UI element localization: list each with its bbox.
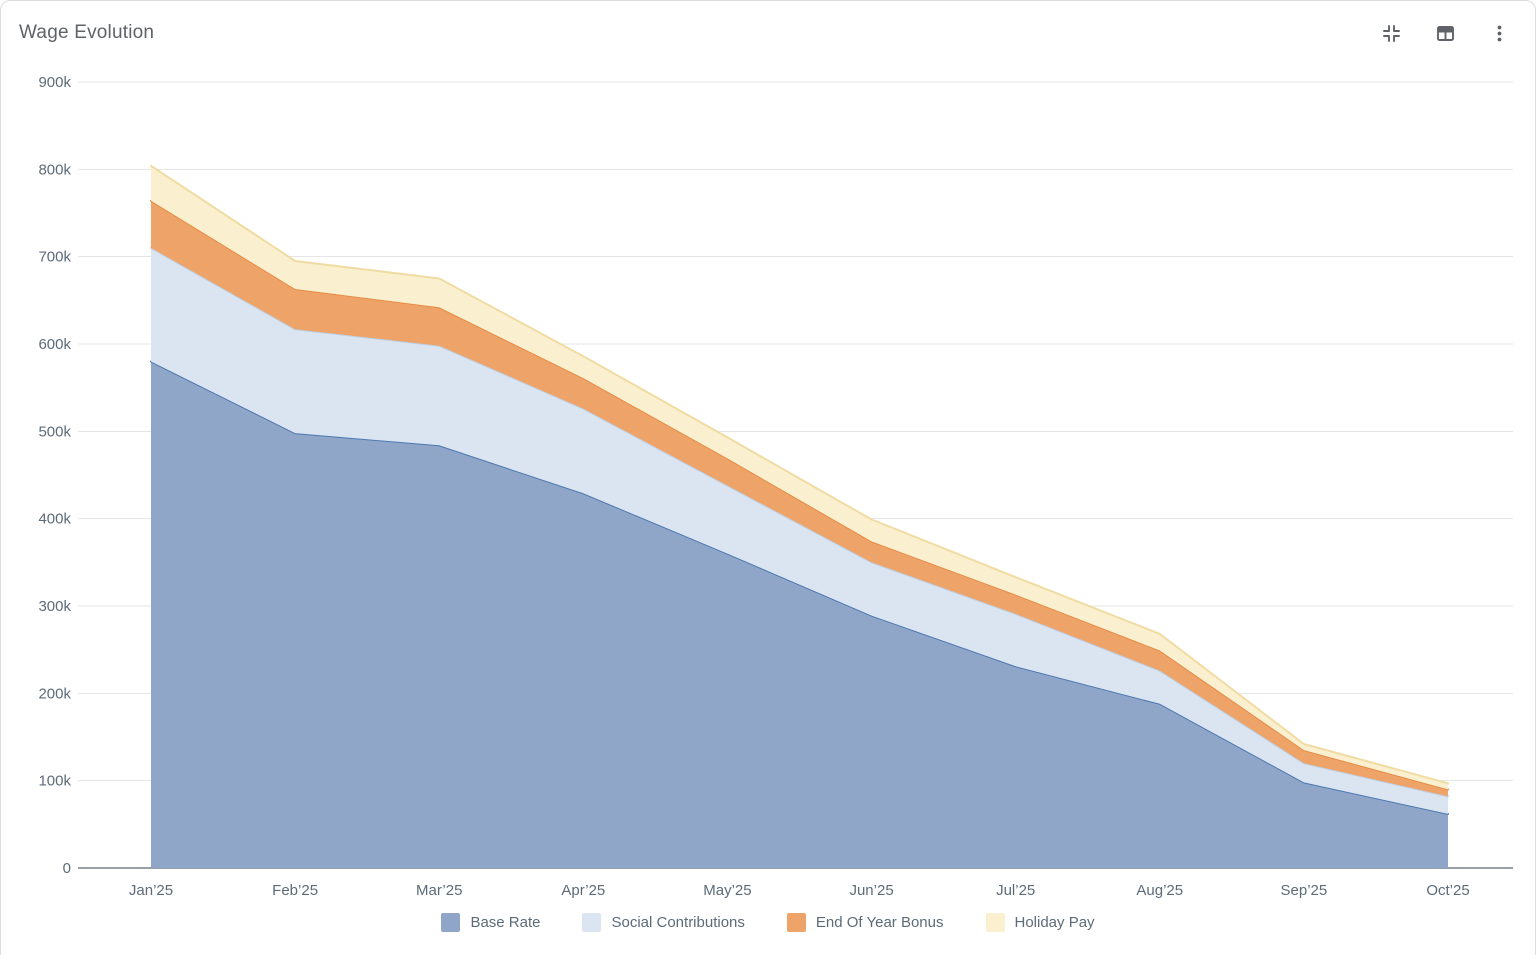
legend-swatch-social-contributions: [582, 913, 602, 932]
legend-label: End Of Year Bonus: [815, 914, 944, 931]
y-axis-label: 700k: [38, 249, 71, 266]
kebab-menu-icon[interactable]: [1487, 21, 1511, 45]
line-holiday-pay: [150, 164, 1449, 785]
card-header: Wage Evolution: [1, 1, 1535, 65]
legend-item-end-of-year-bonus[interactable]: End Of Year Bonus: [786, 913, 944, 932]
area-end-of-year-bonus: [151, 200, 1448, 797]
line-social-contributions: [150, 246, 1449, 798]
area-social-contributions: [151, 247, 1448, 814]
y-axis-label: 800k: [38, 161, 71, 178]
wage-evolution-chart: 0 100k 200k 300k 400k 500k 600k 700k 800k 900k Jan…: [38, 74, 1513, 899]
x-axis-label: Mar’25: [416, 882, 462, 899]
collapse-icon[interactable]: [1379, 21, 1403, 45]
x-axis-label: Jun’25: [849, 882, 893, 899]
area-holiday-pay: [151, 165, 1448, 790]
x-axis-label: Apr’25: [561, 882, 605, 899]
legend-label: Base Rate: [470, 914, 541, 931]
x-axis-label: May’25: [703, 882, 751, 899]
x-axis-label: Oct’25: [1426, 882, 1469, 899]
table-icon[interactable]: [1433, 21, 1457, 45]
stacked-areas: [150, 164, 1449, 868]
area-base-rate: [151, 361, 1448, 868]
legend-item-social-contributions[interactable]: Social Contributions: [582, 913, 745, 932]
legend-swatch-holiday-pay: [985, 913, 1005, 932]
y-axis-label: 500k: [38, 423, 71, 440]
x-axis-label: Feb’25: [272, 882, 318, 899]
x-axis-label: Aug’25: [1136, 882, 1183, 899]
legend-label: Social Contributions: [611, 914, 745, 931]
y-axis-label: 600k: [38, 336, 71, 353]
y-axis-label: 0: [63, 860, 71, 877]
chart-title: Wage Evolution: [19, 22, 155, 43]
y-axis-label: 200k: [38, 685, 71, 702]
x-axis-label: Jul’25: [996, 882, 1035, 899]
legend-label: Holiday Pay: [1014, 914, 1095, 931]
card-toolbar: [1379, 21, 1511, 45]
x-axis-labels: Jan’25 Feb’25 Mar’25 Apr’25 May’25 Jun’25 Jul’…: [129, 882, 1470, 899]
legend-swatch-base-rate: [441, 913, 461, 932]
y-axis-label: 900k: [38, 74, 71, 91]
legend-item-holiday-pay[interactable]: Holiday Pay: [985, 913, 1095, 932]
legend-swatch-end-of-year-bonus: [786, 913, 806, 932]
chart-legend: Base Rate Social Contributions End Of Year…: [1, 913, 1535, 932]
x-axis-label: Jan’25: [129, 882, 173, 899]
y-axis-label: 300k: [38, 598, 71, 615]
x-axis-label: Sep’25: [1281, 882, 1328, 899]
y-axis-label: 100k: [38, 773, 71, 790]
legend-item-base-rate[interactable]: Base Rate: [441, 913, 540, 932]
y-axis-label: 400k: [38, 511, 71, 528]
y-axis-labels: 0 100k 200k 300k 400k 500k 600k 700k 800k 900k: [38, 74, 71, 877]
